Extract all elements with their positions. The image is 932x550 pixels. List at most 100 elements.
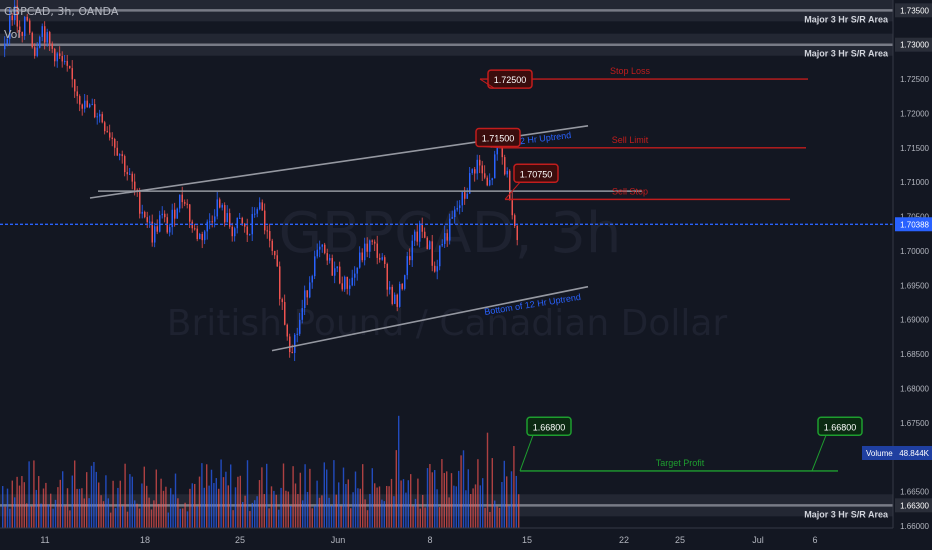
volume-bar bbox=[302, 500, 304, 528]
volume-bar bbox=[431, 472, 433, 528]
candle-body bbox=[359, 252, 361, 268]
candle-body bbox=[59, 53, 61, 57]
volume-bar bbox=[62, 471, 64, 528]
volume-tag bbox=[862, 446, 932, 460]
sr-label: Major 3 Hr S/R Area bbox=[804, 509, 889, 519]
volume-bar bbox=[383, 501, 385, 528]
candle-body bbox=[159, 215, 161, 232]
volume-bar bbox=[273, 490, 275, 528]
candle-body bbox=[474, 169, 476, 174]
candle-body bbox=[426, 237, 428, 250]
candle-body bbox=[514, 215, 516, 226]
volume-bar bbox=[299, 472, 301, 528]
volume-bar bbox=[182, 508, 184, 528]
candle-body bbox=[286, 324, 288, 337]
candle-body bbox=[154, 226, 156, 243]
candle-body bbox=[206, 221, 208, 232]
volume-bar bbox=[405, 492, 407, 528]
candle-body bbox=[324, 244, 326, 254]
candle-body bbox=[469, 173, 471, 194]
volume-bar bbox=[494, 500, 496, 528]
candle-body bbox=[484, 173, 486, 178]
volume-bar bbox=[357, 488, 359, 528]
candle-body bbox=[249, 234, 251, 236]
volume-bar bbox=[510, 471, 513, 528]
price-tick: 1.72000 bbox=[900, 109, 929, 118]
sr-axis-tag-text: 1.73500 bbox=[900, 6, 929, 15]
price-tick: 1.66000 bbox=[900, 522, 929, 531]
candle-body bbox=[124, 156, 126, 173]
candle-body bbox=[216, 199, 218, 217]
price-tag-pointer bbox=[481, 146, 501, 149]
volume-bar bbox=[143, 466, 145, 528]
candle-body bbox=[199, 234, 201, 240]
candle-body bbox=[196, 228, 198, 240]
volume-bar bbox=[285, 490, 287, 528]
candle-body bbox=[414, 231, 416, 241]
candle-body bbox=[284, 302, 286, 325]
candle-body bbox=[139, 190, 141, 214]
candle-body bbox=[396, 294, 398, 307]
volume-bar bbox=[30, 506, 33, 528]
volume-bar bbox=[102, 501, 105, 528]
candle-body bbox=[106, 131, 108, 133]
price-tick: 1.67500 bbox=[900, 419, 929, 428]
volume-bar bbox=[234, 487, 237, 528]
candle-body bbox=[29, 20, 31, 33]
candle-body bbox=[264, 210, 266, 231]
volume-bar bbox=[352, 492, 354, 528]
volume-bar bbox=[11, 480, 13, 528]
volume-bar bbox=[381, 499, 383, 528]
volume-bar bbox=[167, 512, 169, 528]
candle-body bbox=[61, 56, 63, 62]
volume-bar bbox=[455, 486, 457, 528]
candle-body bbox=[231, 226, 233, 237]
candle-body bbox=[189, 204, 191, 222]
candle-body bbox=[211, 221, 213, 223]
candle-body bbox=[446, 233, 448, 241]
volume-bar bbox=[126, 511, 129, 528]
volume-bar bbox=[170, 488, 172, 528]
price-tag bbox=[475, 127, 521, 148]
volume-bar bbox=[28, 461, 30, 528]
price-tick: 1.68000 bbox=[900, 384, 929, 393]
volume-bar bbox=[335, 494, 337, 528]
volume-bar bbox=[246, 460, 249, 528]
volume-bar bbox=[268, 508, 270, 528]
volume-bar bbox=[215, 478, 217, 528]
candle-body bbox=[99, 114, 101, 117]
watermark-description: British Pound / Canadian Dollar bbox=[167, 303, 728, 344]
candle-body bbox=[64, 60, 66, 62]
volume-bar bbox=[496, 506, 498, 528]
candle-body bbox=[229, 213, 231, 227]
volume-bar bbox=[434, 470, 436, 528]
volume-tag-value: 48.844K bbox=[899, 449, 929, 458]
candle-body bbox=[21, 31, 23, 36]
candle-body bbox=[384, 257, 386, 264]
volume-bar bbox=[290, 506, 292, 528]
volume-bar bbox=[369, 493, 371, 528]
volume-bar bbox=[141, 483, 143, 528]
candle-body bbox=[386, 263, 388, 290]
candle-body bbox=[411, 240, 413, 261]
candle-body bbox=[354, 273, 356, 278]
candle-body bbox=[116, 147, 118, 156]
volume-bar bbox=[64, 505, 66, 528]
candle-body bbox=[101, 114, 103, 123]
volume-bar bbox=[210, 469, 213, 528]
candle-body bbox=[491, 178, 493, 181]
candle-body bbox=[144, 211, 146, 218]
price-tick: 1.69500 bbox=[900, 281, 929, 290]
candle-body bbox=[456, 207, 458, 210]
candle-body bbox=[186, 203, 188, 205]
candle-body bbox=[421, 223, 423, 232]
volume-bar bbox=[81, 488, 83, 528]
candle-body bbox=[289, 336, 291, 353]
volume-bar bbox=[484, 507, 486, 528]
volume-bar bbox=[66, 488, 69, 528]
volume-bar bbox=[462, 450, 465, 528]
volume-bar bbox=[330, 505, 333, 528]
candle-body bbox=[291, 352, 293, 354]
sr-label: Major 3 Hr S/R Area bbox=[804, 49, 889, 59]
